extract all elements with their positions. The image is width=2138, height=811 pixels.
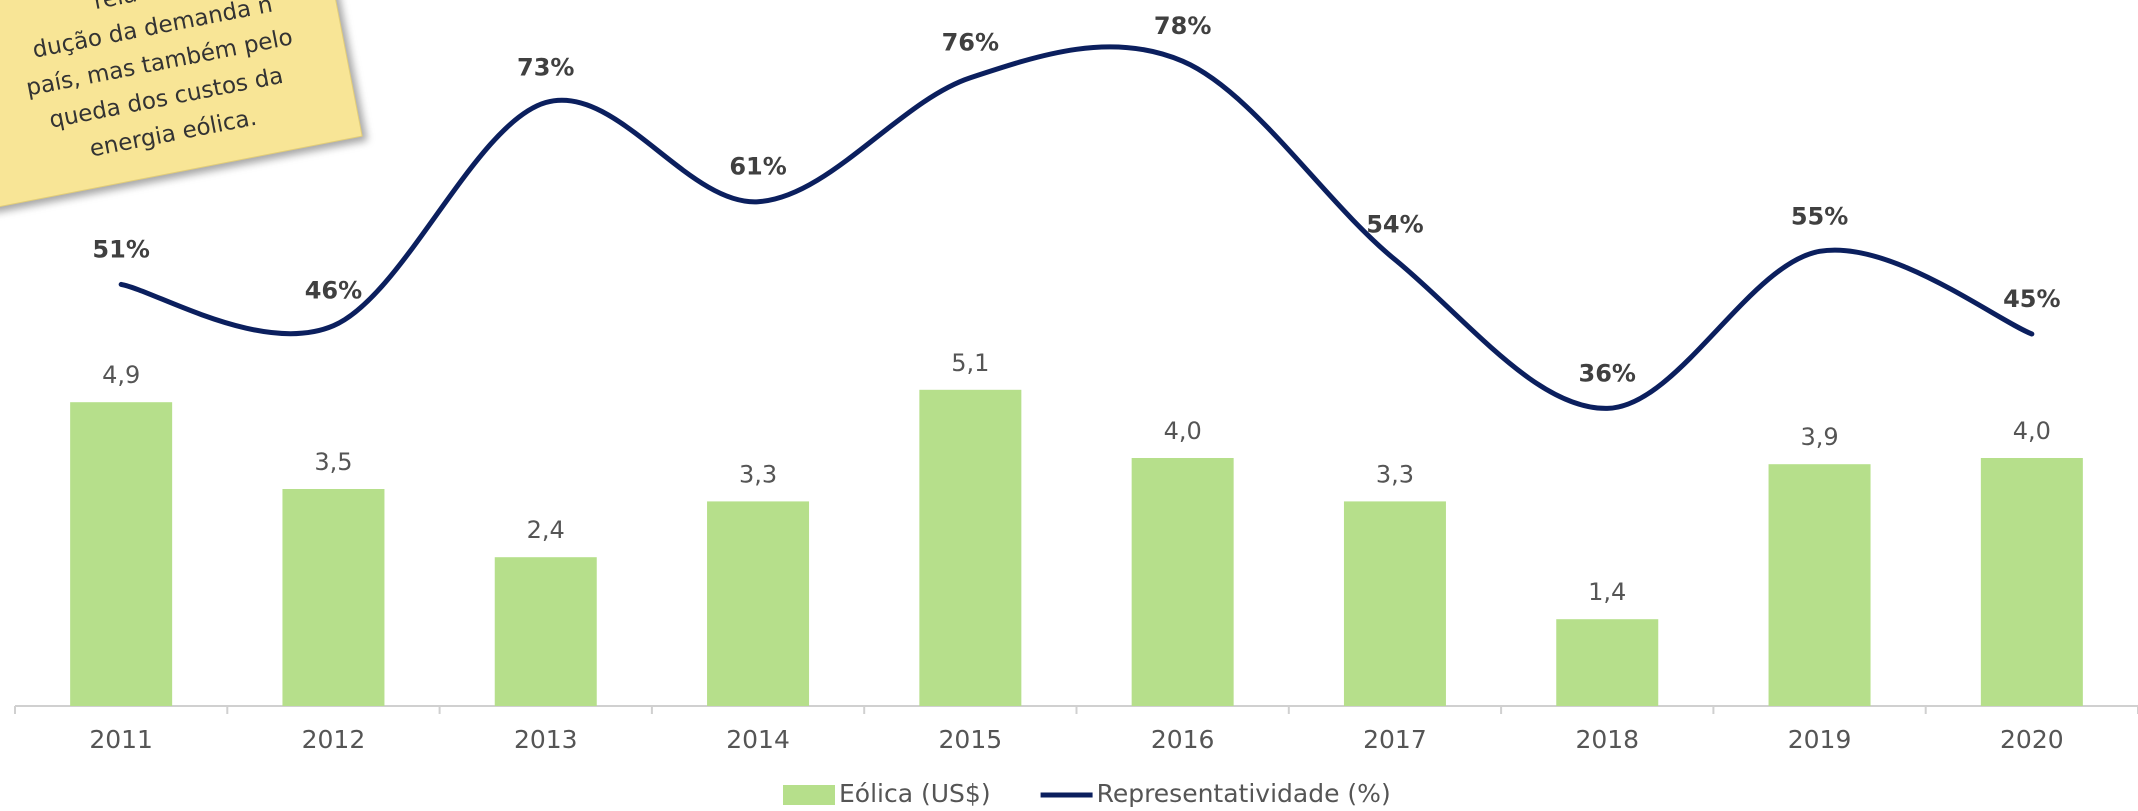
line-value-label: 54%: [1366, 211, 1423, 239]
line: [118, 44, 2035, 411]
x-tick-label: 2013: [514, 725, 578, 754]
bar: [1343, 501, 1446, 706]
bar: [1980, 458, 2083, 706]
bar-value-label: 4,0: [2013, 417, 2051, 445]
x-tick-label: 2020: [2000, 725, 2064, 754]
line-value-label: 51%: [92, 235, 149, 263]
legend-label: Eólica (US$): [839, 779, 991, 808]
x-tick-label: 2016: [1151, 725, 1215, 754]
line-value-label: 76%: [942, 29, 999, 57]
bar: [494, 557, 597, 706]
x-tick-label: 2019: [1788, 725, 1852, 754]
bar: [1131, 458, 1234, 706]
x-tick-label: 2012: [302, 725, 366, 754]
line-value-label: 73%: [517, 54, 574, 82]
bar: [1768, 464, 1871, 706]
legend-label: Representatividade (%): [1097, 779, 1391, 808]
bar-value-label: 2,4: [527, 516, 565, 544]
line-value-label: 55%: [1791, 202, 1848, 230]
bar: [707, 501, 810, 706]
line-value-label: 61%: [729, 153, 786, 181]
bar-value-label: 4,0: [1164, 417, 1202, 445]
legend-swatch: [783, 785, 835, 805]
bar-value-label: 1,4: [1588, 578, 1626, 606]
bar: [1556, 619, 1659, 706]
line-value-label: 45%: [2003, 285, 2060, 313]
line-value-label: 78%: [1154, 12, 1211, 40]
x-tick-label: 2017: [1363, 725, 1427, 754]
line-value-label: 36%: [1579, 359, 1636, 387]
bar: [70, 402, 173, 706]
x-tick-label: 2014: [726, 725, 790, 754]
bar-value-label: 4,9: [102, 361, 140, 389]
bar-value-label: 3,3: [1376, 460, 1414, 488]
bar: [919, 389, 1022, 706]
bar-value-label: 3,9: [1800, 423, 1838, 451]
bar-value-label: 5,1: [951, 349, 989, 377]
bar-value-label: 3,3: [739, 460, 777, 488]
line-value-label: 46%: [305, 277, 362, 305]
x-tick-label: 2011: [89, 725, 153, 754]
bar: [282, 489, 385, 706]
x-tick-label: 2018: [1575, 725, 1639, 754]
bar-value-label: 3,5: [314, 448, 352, 476]
x-tick-label: 2015: [939, 725, 1003, 754]
note-paper: [0, 0, 363, 210]
